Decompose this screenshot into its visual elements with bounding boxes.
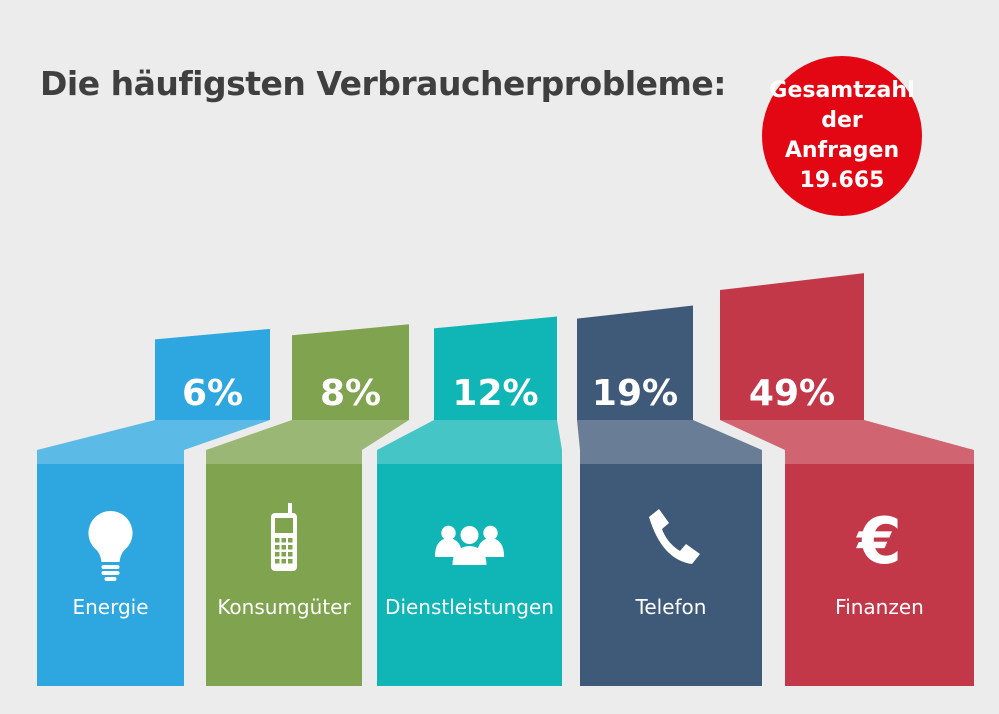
value-flag-0: [155, 328, 270, 420]
lightbulb-icon: [88, 510, 133, 581]
chart-title: Die häufigsten Verbraucherprobleme:: [40, 64, 727, 103]
euro-icon: €: [855, 505, 902, 579]
people-icon: [434, 525, 505, 565]
mobile-phone-icon: [271, 503, 297, 571]
value-label-3: 19%: [592, 373, 678, 414]
total-requests-badge: Gesamtzahl der Anfragen 19.665: [762, 56, 922, 216]
category-label-4: Finanzen: [835, 595, 924, 619]
value-flag-2: [434, 316, 557, 420]
category-bar-4: [785, 464, 974, 686]
value-flag-1: [292, 324, 409, 420]
category-label-3: Telefon: [635, 595, 707, 619]
category-bar-2: [377, 464, 562, 686]
value-label-0: 6%: [182, 373, 243, 414]
category-bar-3: [580, 464, 762, 686]
block-top-strip-2: [377, 450, 562, 464]
svg-text:€: €: [855, 505, 902, 579]
value-flag-4: [720, 273, 864, 420]
block-top-strip-3: [580, 450, 762, 464]
connector-band-0: [37, 420, 270, 450]
telephone-handset-icon: [649, 509, 700, 564]
total-label-line1: Gesamtzahl: [769, 78, 915, 103]
block-top-strip-1: [206, 450, 362, 464]
category-label-2: Dienstleistungen: [385, 595, 554, 619]
category-label-1: Konsumgüter: [217, 595, 351, 619]
value-label-2: 12%: [452, 373, 538, 414]
connector-band-4: [720, 420, 974, 450]
value-flag-3: [577, 305, 693, 420]
category-label-0: Energie: [72, 595, 148, 619]
connector-band-2: [377, 420, 562, 450]
block-top-strip-4: [785, 450, 974, 464]
total-label-line2: der Anfragen: [784, 108, 900, 163]
connector-band-1: [206, 420, 409, 450]
block-top-strip-0: [37, 450, 184, 464]
total-value: 19.665: [799, 168, 885, 193]
category-bar-1: [206, 464, 362, 686]
value-label-4: 49%: [749, 373, 835, 414]
connector-band-3: [577, 420, 762, 450]
value-label-1: 8%: [320, 373, 381, 414]
